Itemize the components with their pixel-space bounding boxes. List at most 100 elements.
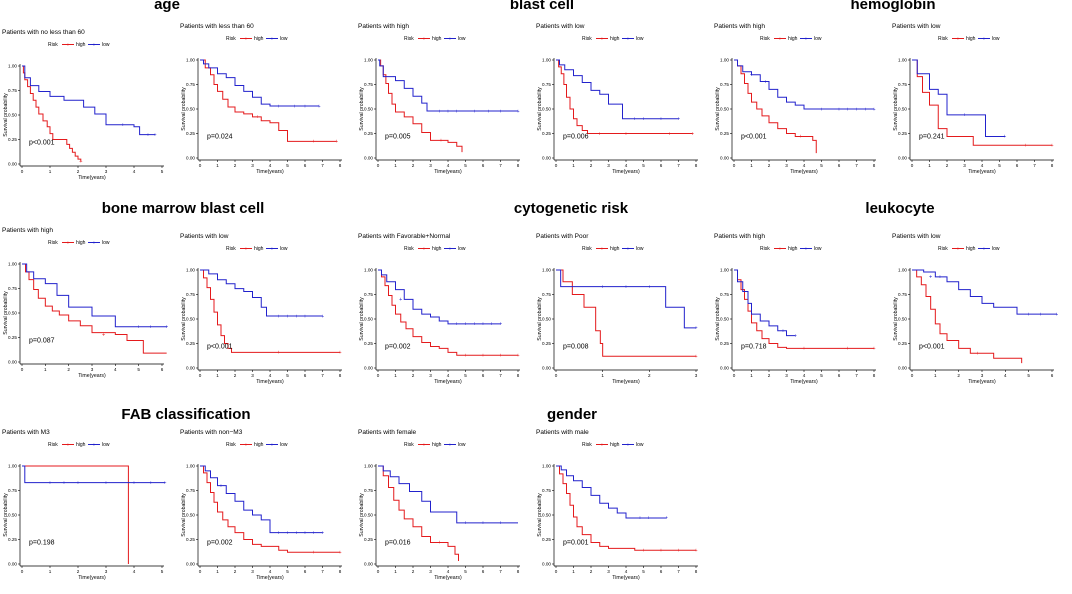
x-tick-label: 7 bbox=[1033, 163, 1036, 168]
censor-mark-high: + bbox=[464, 353, 467, 359]
legend: Risk + high + low bbox=[226, 246, 288, 253]
legend-high-marker: + bbox=[67, 443, 70, 449]
x-tick-label: 4 bbox=[1004, 373, 1007, 378]
censor-mark-high: + bbox=[691, 131, 694, 137]
censor-mark-low: + bbox=[464, 521, 467, 527]
km-curve-low bbox=[912, 269, 1057, 315]
km-curve-high bbox=[556, 465, 696, 551]
legend-low-marker: + bbox=[93, 241, 96, 247]
legend-high-label: high bbox=[966, 246, 976, 252]
legend-low-label: low bbox=[280, 36, 288, 42]
x-tick-label: 0 bbox=[377, 163, 380, 168]
x-axis-label: Time(years) bbox=[612, 169, 640, 175]
censor-mark-high: + bbox=[438, 540, 441, 546]
legend-title: Risk bbox=[226, 36, 236, 42]
y-axis-label: Survival probability bbox=[359, 493, 365, 537]
censor-mark-high: + bbox=[338, 350, 341, 356]
legend-low-marker: + bbox=[805, 37, 808, 43]
censor-mark-high: + bbox=[624, 131, 627, 137]
x-tick-label: 7 bbox=[321, 373, 324, 378]
x-tick-label: 4 bbox=[114, 367, 117, 372]
x-tick-label: 3 bbox=[429, 569, 432, 574]
x-tick-label: 0 bbox=[555, 373, 558, 378]
km-plot-hemoglobin-low: Patients with low Risk + high + low 0.00 0.25 0.… bbox=[892, 23, 1054, 175]
x-tick-label: 3 bbox=[963, 163, 966, 168]
km-curve-high bbox=[556, 59, 693, 134]
x-axis-label: Time(years) bbox=[256, 575, 284, 581]
y-tick-label: 0.75 bbox=[542, 82, 551, 87]
x-tick-label: 0 bbox=[199, 163, 202, 168]
legend-title: Risk bbox=[226, 442, 236, 448]
x-tick-label: 8 bbox=[517, 569, 520, 574]
y-tick-label: 0.00 bbox=[186, 562, 195, 567]
x-tick-label: 7 bbox=[677, 163, 680, 168]
x-tick-label: 1 bbox=[928, 163, 931, 168]
legend-title: Risk bbox=[760, 36, 770, 42]
censor-mark-low: + bbox=[293, 104, 296, 110]
x-tick-label: 0 bbox=[911, 163, 914, 168]
x-tick-label: 4 bbox=[803, 163, 806, 168]
p-value-label: p=0.005 bbox=[385, 133, 411, 140]
x-tick-label: 1 bbox=[49, 169, 52, 174]
panel-title: Patients with Favorable+Normal bbox=[358, 233, 451, 240]
x-axis-label: Time(years) bbox=[790, 169, 818, 175]
x-tick-label: 7 bbox=[321, 163, 324, 168]
km-curve-high bbox=[378, 465, 459, 562]
y-tick-label: 0.50 bbox=[898, 317, 907, 322]
x-axis-label: Time(years) bbox=[256, 169, 284, 175]
legend-low-label: low bbox=[636, 246, 644, 252]
km-curve-high bbox=[22, 65, 82, 162]
x-tick-label: 4 bbox=[133, 169, 136, 174]
km-curve-low bbox=[378, 59, 518, 112]
y-tick-label: 0.00 bbox=[8, 360, 17, 365]
y-tick-label: 0.00 bbox=[542, 156, 551, 161]
x-tick-label: 8 bbox=[339, 163, 342, 168]
x-tick-label: 4 bbox=[625, 163, 628, 168]
x-tick-label: 4 bbox=[133, 569, 136, 574]
y-tick-label: 0.25 bbox=[186, 537, 195, 542]
x-axis-label: Time(years) bbox=[256, 379, 284, 385]
legend-high-label: high bbox=[432, 36, 442, 42]
x-tick-label: 4 bbox=[447, 163, 450, 168]
x-tick-label: 0 bbox=[21, 569, 24, 574]
censor-mark-high: + bbox=[439, 138, 442, 144]
censor-mark-low: + bbox=[481, 322, 484, 328]
x-tick-label: 2 bbox=[234, 163, 237, 168]
km-curve-high bbox=[22, 465, 129, 564]
censor-mark-high: + bbox=[1024, 143, 1027, 149]
y-tick-label: 0.25 bbox=[898, 131, 907, 136]
censor-mark-low: + bbox=[286, 314, 289, 320]
p-value-label: p=0.241 bbox=[919, 133, 945, 140]
legend-title: Risk bbox=[760, 246, 770, 252]
censor-mark-low: + bbox=[149, 480, 152, 486]
x-tick-label: 2 bbox=[234, 373, 237, 378]
panel-title: Patients with high bbox=[2, 227, 53, 234]
x-tick-label: 3 bbox=[91, 367, 94, 372]
y-tick-label: 0.00 bbox=[542, 562, 551, 567]
y-tick-label: 0.50 bbox=[8, 513, 17, 518]
panel-title: Patients with Poor bbox=[536, 233, 589, 240]
legend-low-marker: + bbox=[271, 37, 274, 43]
x-tick-label: 3 bbox=[251, 373, 254, 378]
x-axis-label: Time(years) bbox=[434, 169, 462, 175]
p-value-label: p=0.008 bbox=[563, 343, 589, 350]
x-tick-label: 1 bbox=[216, 373, 219, 378]
censor-mark-low: + bbox=[473, 109, 476, 115]
x-tick-label: 6 bbox=[304, 373, 307, 378]
p-value-label: p<0.001 bbox=[919, 343, 945, 350]
censor-mark-high: + bbox=[499, 353, 502, 359]
censor-mark-low: + bbox=[219, 483, 222, 489]
y-tick-label: 0.50 bbox=[8, 113, 17, 118]
title-blast-cell: blast cell bbox=[509, 0, 575, 13]
x-tick-label: 8 bbox=[339, 569, 342, 574]
x-tick-label: 1 bbox=[49, 569, 52, 574]
y-tick-label: 0.75 bbox=[186, 292, 195, 297]
y-tick-label: 0.00 bbox=[898, 156, 907, 161]
y-tick-label: 0.25 bbox=[364, 341, 373, 346]
p-value-label: p=0.024 bbox=[207, 133, 233, 140]
legend-low-label: low bbox=[280, 246, 288, 252]
censor-mark-low: + bbox=[1055, 312, 1058, 318]
x-tick-label: 6 bbox=[161, 367, 164, 372]
x-tick-label: 0 bbox=[733, 373, 736, 378]
legend-high-label: high bbox=[788, 246, 798, 252]
